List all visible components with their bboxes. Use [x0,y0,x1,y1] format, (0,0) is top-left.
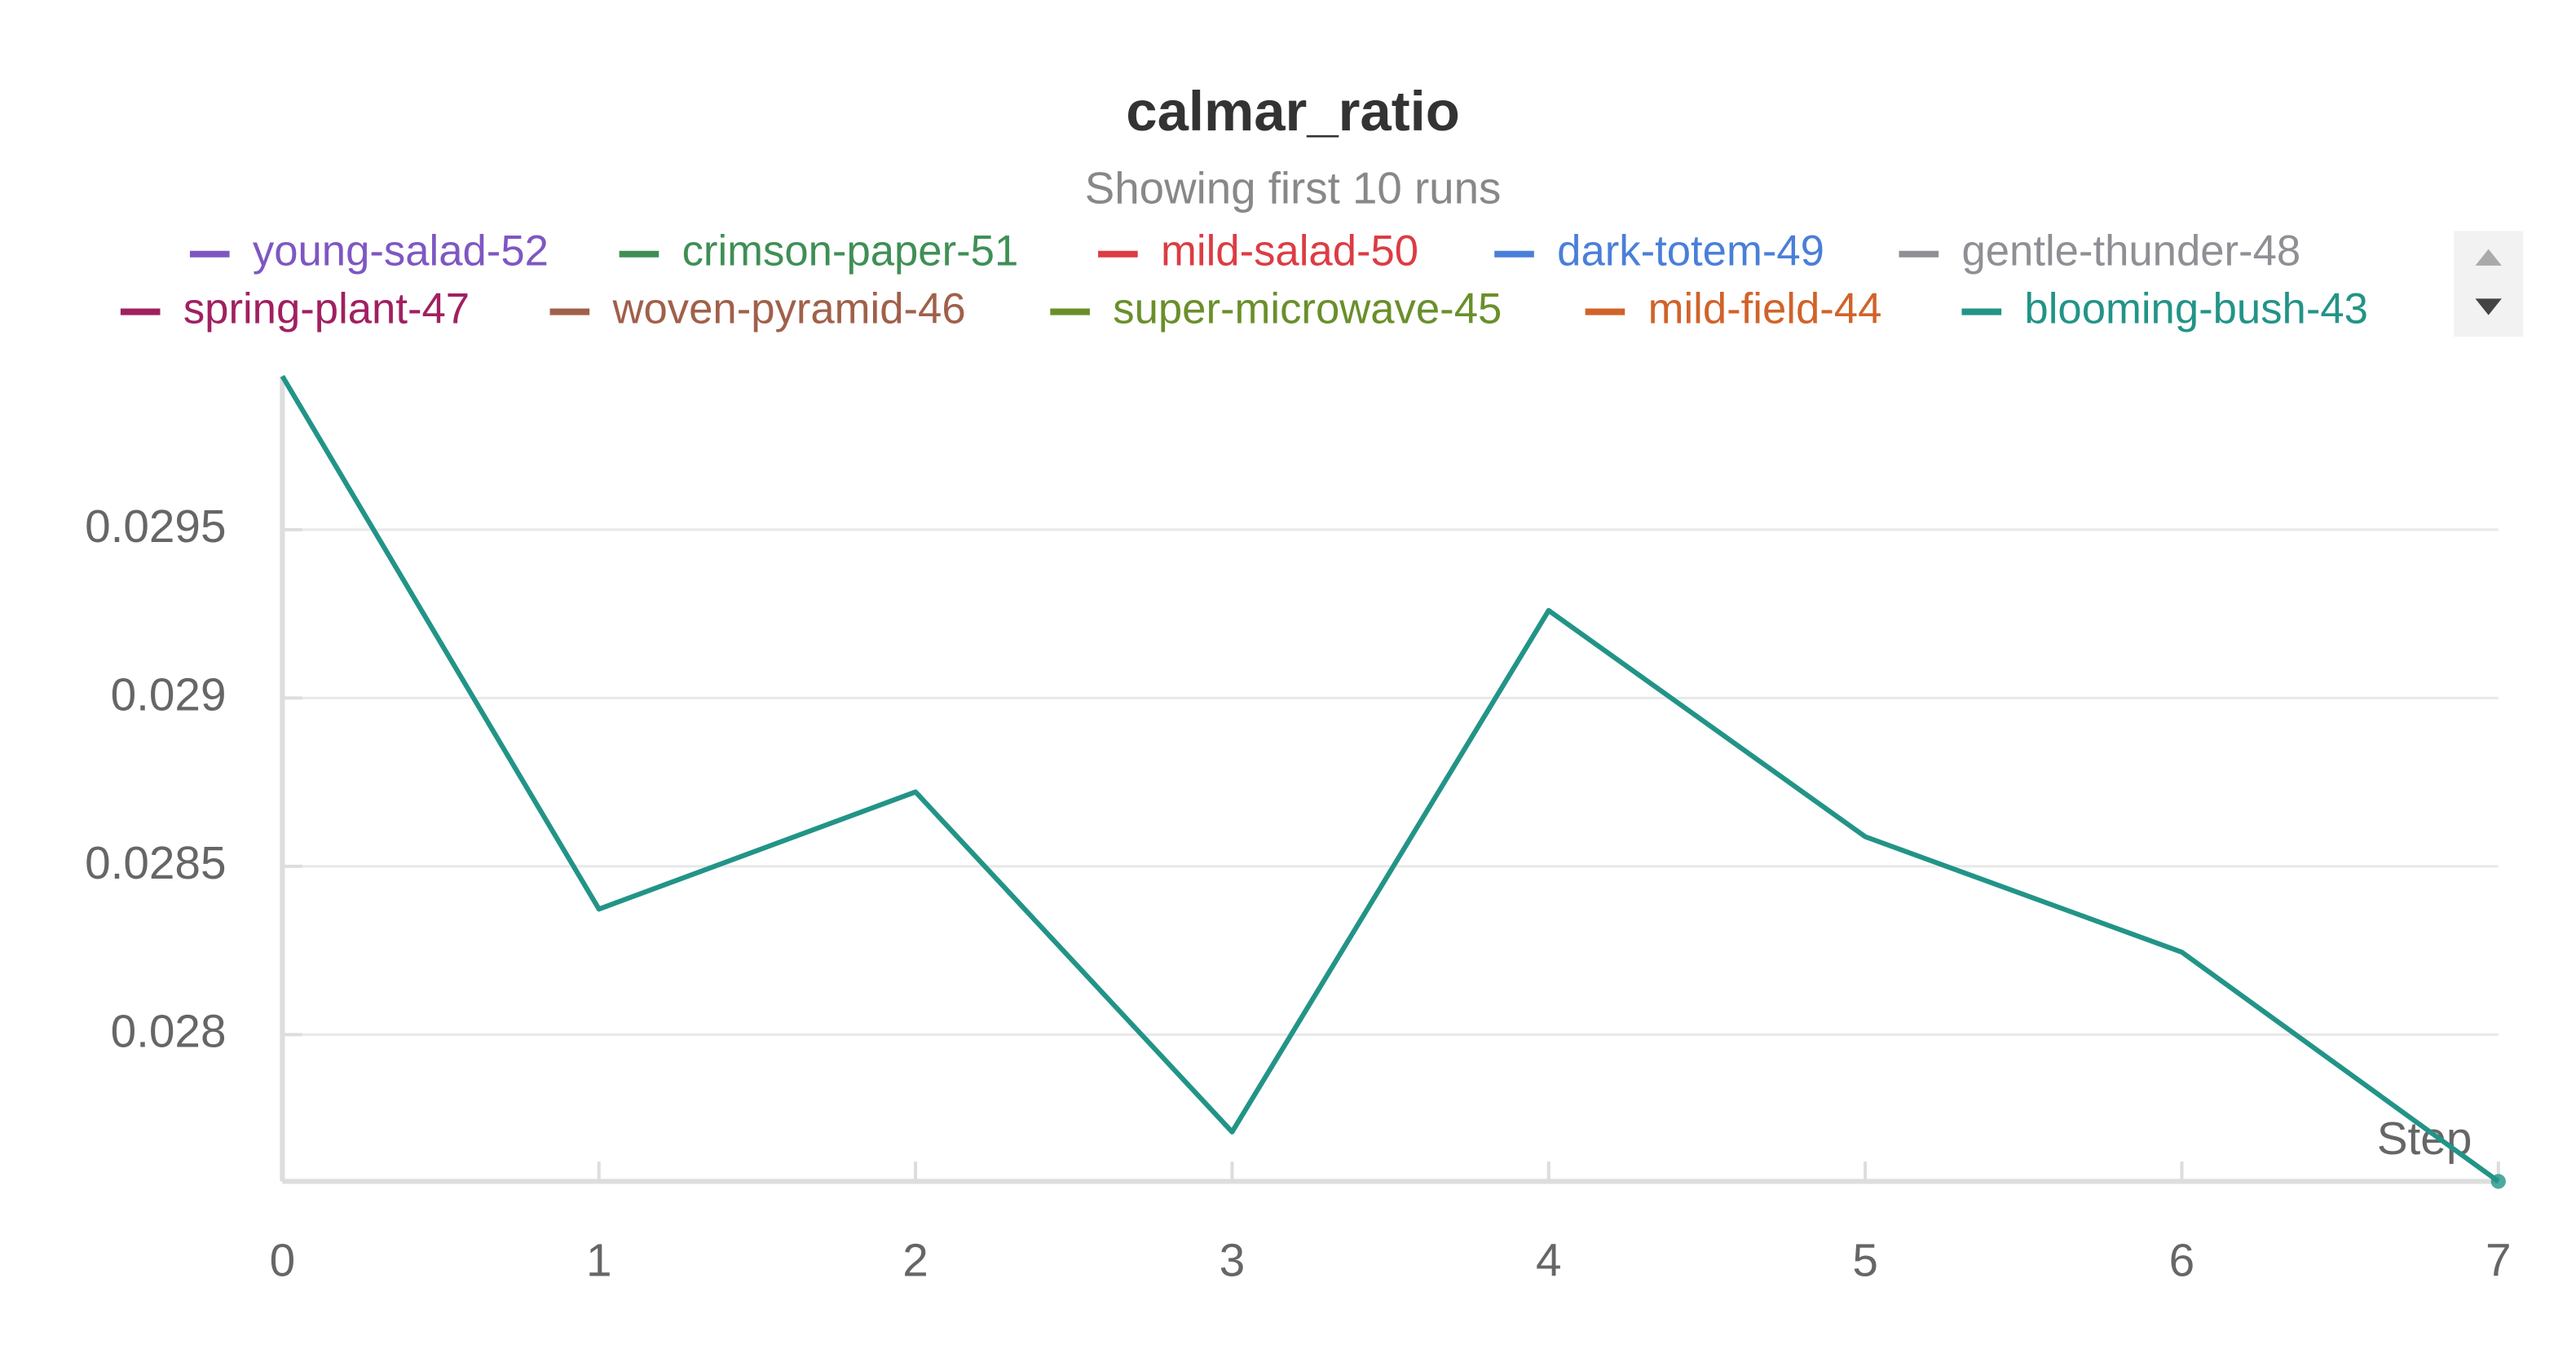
x-tick-label: 4 [1536,1236,1562,1287]
legend-label: mild-salad-50 [1161,227,1418,275]
x-tick-label: 5 [1852,1236,1878,1287]
chart-title: calmar_ratio [1126,80,1460,143]
legend-label: gentle-thunder-48 [1961,227,2300,275]
legend-label: woven-pyramid-46 [612,285,966,333]
legend-label: crimson-paper-51 [682,227,1019,275]
legend-label: dark-totem-49 [1557,227,1824,275]
x-tick-label: 6 [2169,1236,2195,1287]
legend-label: young-salad-52 [253,227,549,275]
legend-scroll[interactable] [2454,231,2524,337]
y-tick-label: 0.029 [111,669,227,721]
x-tick-label: 2 [902,1236,929,1287]
y-tick-label: 0.0295 [85,501,226,553]
chart-subtitle: Showing first 10 runs [1085,163,1502,213]
x-tick-label: 0 [270,1236,296,1287]
legend-label: super-microwave-45 [1113,285,1502,333]
legend-label: blooming-bush-43 [2024,285,2368,333]
legend-label: mild-field-44 [1648,285,1882,333]
end-point [2490,1174,2506,1189]
scroll-down[interactable] [2475,298,2502,315]
x-tick-label: 3 [1220,1236,1246,1287]
legend-label: spring-plant-47 [183,285,470,333]
x-tick-label: 7 [2486,1236,2512,1287]
x-axis-label: Step [2377,1113,2472,1165]
series-line [280,375,2500,1183]
y-tick-label: 0.0285 [85,838,226,889]
x-tick-label: 1 [586,1236,612,1287]
y-tick-label: 0.028 [111,1006,227,1057]
scroll-up[interactable] [2475,249,2502,266]
